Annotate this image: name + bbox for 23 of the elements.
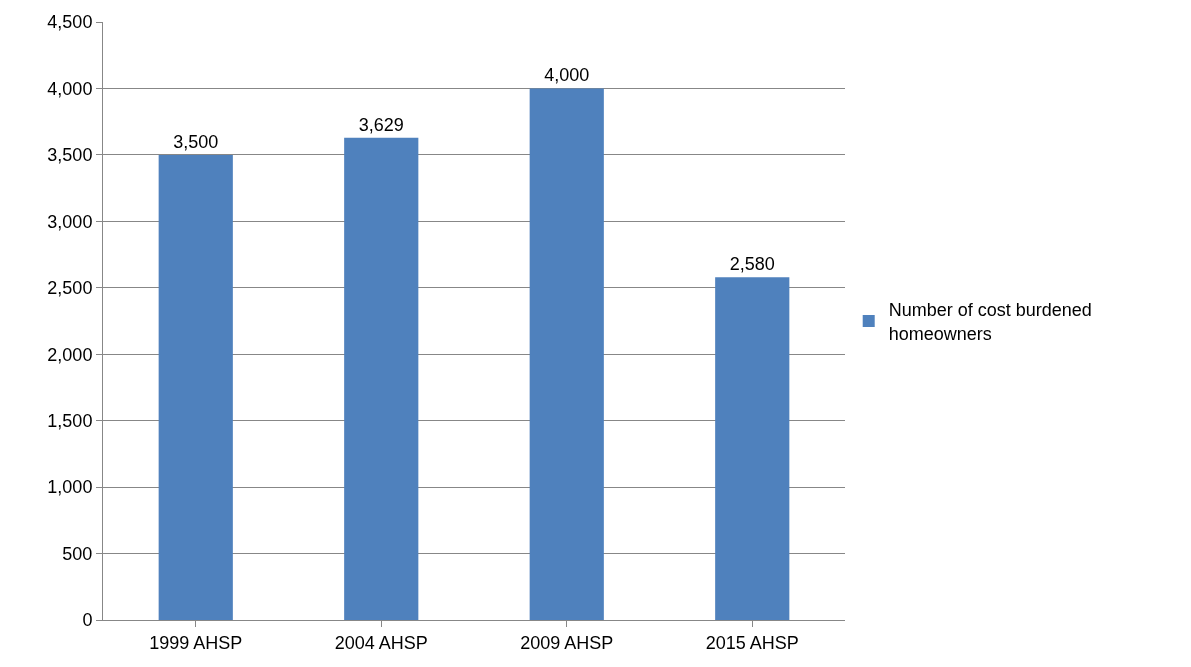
- text: 2,580: [729, 254, 775, 275]
- y-tick-label: 2,500: [47, 278, 93, 299]
- y-tick-label: 1,500: [47, 410, 93, 431]
- text: 3,629: [358, 114, 404, 135]
- x-tick-label: 2009 AHSP: [520, 632, 614, 653]
- y-tick-label: 3,000: [47, 211, 93, 232]
- legend-label: Number of cost burdened homeowners: [888, 300, 1092, 344]
- y-tick-label: 4,500: [47, 12, 93, 33]
- x-tick-label: 2004 AHSP: [334, 632, 428, 653]
- x-tick-label: 1999 AHSP: [149, 632, 243, 653]
- text: 4,000: [544, 65, 590, 86]
- x-tick-label: 2015 AHSP: [705, 632, 799, 653]
- text: 3,500: [173, 131, 219, 152]
- y-tick-label: 4,000: [47, 78, 93, 99]
- y-tick-label: 500: [62, 543, 93, 564]
- bar: [715, 277, 790, 620]
- bar: [529, 88, 604, 620]
- y-tick-label: 1,000: [47, 477, 93, 498]
- y-tick-label: 0: [82, 610, 93, 631]
- bar: [158, 154, 233, 620]
- y-tick-label: 3,500: [47, 145, 93, 166]
- bar: [344, 137, 419, 620]
- y-tick-label: 2,000: [47, 344, 93, 365]
